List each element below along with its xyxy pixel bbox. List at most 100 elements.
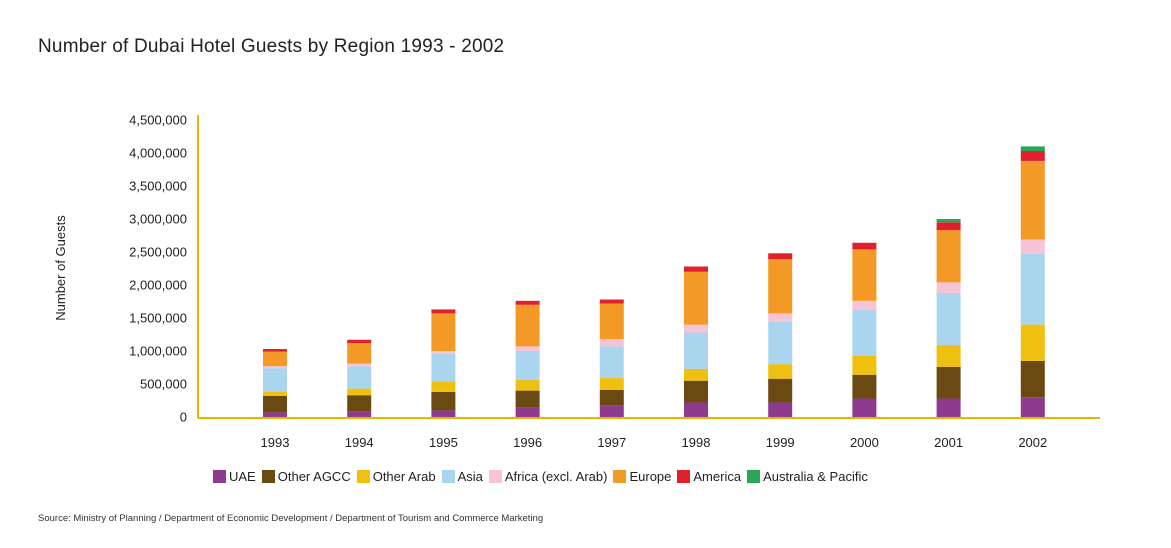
bar-segment xyxy=(599,346,624,379)
legend-label: Asia xyxy=(457,468,483,484)
chart-legend: UAE Other AGCC Other Arab Asia Africa (excl.… xyxy=(213,467,874,485)
bar-segment xyxy=(684,380,708,403)
legend-swatch xyxy=(213,469,226,483)
y-tick-label: 1,000,000 xyxy=(129,344,187,359)
legend-swatch xyxy=(261,469,275,483)
bar-segment xyxy=(263,349,287,352)
bar-segment xyxy=(347,411,372,417)
legend-swatch xyxy=(441,469,455,483)
bar-segment xyxy=(599,303,624,340)
bar-segment xyxy=(852,355,877,375)
legend-item: Europe xyxy=(613,469,671,484)
y-tick-label: 3,500,000 xyxy=(129,179,187,194)
bar-segment xyxy=(515,390,540,408)
legend-item: Asia xyxy=(441,468,483,484)
labels-layer: 0 500,000 1,000,000 1,500,000 2,000,000 2,500… xyxy=(129,113,1047,451)
x-tick-label: 1996 xyxy=(513,435,542,450)
bar-segment xyxy=(263,412,287,417)
bar-segment xyxy=(936,230,961,283)
bar-segment xyxy=(768,402,793,417)
bar-segment xyxy=(347,363,372,367)
bar-segment xyxy=(431,313,456,351)
x-tick-label: 1993 xyxy=(261,435,290,450)
bar-segment xyxy=(684,368,708,381)
bar-segment xyxy=(515,351,540,381)
legend-item: Other AGCC xyxy=(261,468,351,484)
bar-segment xyxy=(431,309,456,314)
bar-segment xyxy=(599,299,624,304)
bar-segment xyxy=(936,398,961,417)
legend-item: UAE xyxy=(213,469,256,484)
bar-segment xyxy=(515,300,540,305)
y-tick-label: 3,000,000 xyxy=(129,212,187,227)
bar-segment xyxy=(1020,239,1045,254)
source-note: Source: Ministry of Planning / Departmen… xyxy=(38,513,544,524)
bar-segment xyxy=(263,391,287,396)
legend-label: Australia & Pacific xyxy=(763,468,868,484)
x-tick-label: 2000 xyxy=(850,435,879,450)
bar-segment xyxy=(347,366,372,389)
bar-segment xyxy=(852,249,877,301)
bar-segment xyxy=(1020,253,1045,325)
bar-segment xyxy=(1020,397,1045,417)
x-tick-label: 2001 xyxy=(934,435,963,450)
bar-segment xyxy=(263,351,287,367)
legend-label: Other Arab xyxy=(372,468,436,484)
bar-segment xyxy=(1020,324,1045,361)
legend-swatch xyxy=(677,469,691,483)
x-tick-label: 1998 xyxy=(682,435,711,450)
y-axis-title: Number of Guests xyxy=(53,215,68,321)
bar-segment xyxy=(768,253,793,260)
bar-segment xyxy=(431,351,456,354)
legend-label: Other AGCC xyxy=(277,468,351,484)
bar-segment xyxy=(347,388,372,396)
chart-title: Number of Dubai Hotel Guests by Region 1… xyxy=(38,36,505,57)
bar-segment xyxy=(936,282,961,293)
bar-segment xyxy=(515,407,540,417)
legend-swatch xyxy=(613,469,627,483)
bar-segment xyxy=(768,321,793,365)
y-tick-label: 500,000 xyxy=(140,377,187,392)
bar-segment xyxy=(1020,160,1045,240)
bar-segment xyxy=(936,345,961,367)
y-tick-label: 4,000,000 xyxy=(129,146,187,161)
y-tick-label: 4,500,000 xyxy=(129,113,187,128)
bar-segment xyxy=(515,346,540,351)
bar-segment xyxy=(263,366,287,369)
x-tick-label: 1995 xyxy=(429,435,458,450)
bars-layer xyxy=(263,146,1045,417)
x-tick-label: 1997 xyxy=(597,435,626,450)
bar-segment xyxy=(936,292,961,346)
bar-segment xyxy=(515,380,540,391)
legend-item: Africa (excl. Arab) xyxy=(488,468,608,484)
bar-segment xyxy=(684,324,708,333)
legend-item: America xyxy=(677,469,741,484)
bar-segment xyxy=(599,389,624,406)
x-tick-label: 2002 xyxy=(1018,435,1047,450)
bar-segment xyxy=(431,381,456,392)
legend-swatch xyxy=(747,469,761,483)
legend-label: UAE xyxy=(229,468,256,484)
bar-segment xyxy=(852,398,877,417)
bar-segment xyxy=(684,402,708,417)
legend-swatch xyxy=(488,469,502,483)
y-tick-label: 0 xyxy=(180,410,187,425)
bar-segment xyxy=(347,339,372,344)
bar-segment xyxy=(852,374,877,399)
legend-label: Africa (excl. Arab) xyxy=(504,468,608,484)
bar-segment xyxy=(768,259,793,314)
legend-swatch xyxy=(356,469,370,483)
bar-segment xyxy=(599,405,624,417)
bar-segment xyxy=(852,242,877,250)
bar-segment xyxy=(431,391,456,411)
y-tick-label: 2,000,000 xyxy=(129,278,187,293)
bar-segment xyxy=(684,266,708,272)
bar-segment xyxy=(852,310,877,356)
bar-segment xyxy=(599,339,624,347)
legend-label: Europe xyxy=(629,468,672,484)
bar-segment xyxy=(1020,146,1045,152)
bar-segment xyxy=(768,364,793,379)
bar-segment xyxy=(515,304,540,347)
bar-segment xyxy=(684,271,708,325)
